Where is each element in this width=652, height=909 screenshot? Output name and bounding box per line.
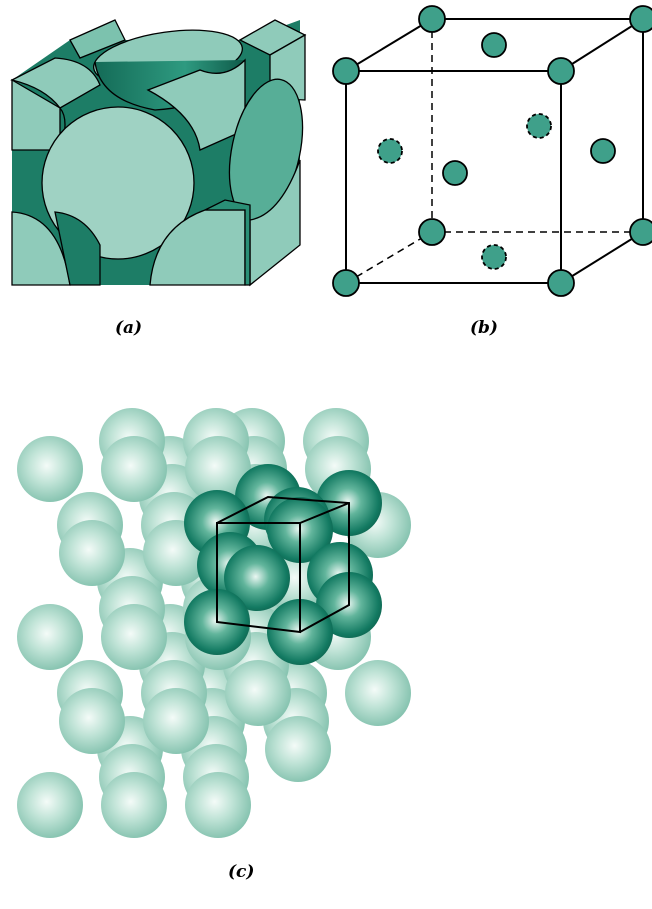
atom-corner — [332, 57, 360, 85]
cube-edges — [345, 18, 644, 284]
atom-face-back — [526, 113, 552, 139]
unit-cell-outline — [216, 495, 350, 634]
hard-sphere-unit-cell — [10, 19, 307, 287]
atom-corner — [332, 269, 360, 297]
atom-face-left — [377, 138, 403, 164]
atom-sphere — [185, 436, 251, 502]
atom-face-right — [590, 138, 616, 164]
atom-corner — [629, 5, 652, 33]
atom-sphere — [17, 604, 83, 670]
atom-sphere — [143, 688, 209, 754]
atom-sphere — [101, 436, 167, 502]
caption-b: (b) — [470, 318, 498, 338]
atom-sphere — [225, 660, 291, 726]
atom-sphere — [185, 772, 251, 838]
atom-corner — [418, 218, 446, 246]
atom-face-bottom — [481, 244, 507, 270]
atom-sphere — [17, 772, 83, 838]
atom-sphere — [101, 772, 167, 838]
atom-corner — [418, 5, 446, 33]
atom-sphere — [17, 436, 83, 502]
atom-face-top — [481, 32, 507, 58]
atom-corner — [547, 269, 575, 297]
caption-a: (a) — [115, 318, 143, 338]
atom-corner — [547, 57, 575, 85]
atom-face-front — [442, 160, 468, 186]
atom-sphere — [265, 716, 331, 782]
atom-sphere — [101, 604, 167, 670]
unit-cell-atom — [224, 545, 290, 611]
reduced-sphere-unit-cell — [332, 5, 652, 297]
atom-corner — [629, 218, 652, 246]
atom-sphere — [345, 660, 411, 726]
atom-sphere — [59, 688, 125, 754]
highlighted-unit-cell-atoms — [184, 464, 382, 665]
hidden-edges — [345, 19, 643, 284]
atom-sphere — [59, 520, 125, 586]
caption-c: (c) — [228, 862, 255, 882]
